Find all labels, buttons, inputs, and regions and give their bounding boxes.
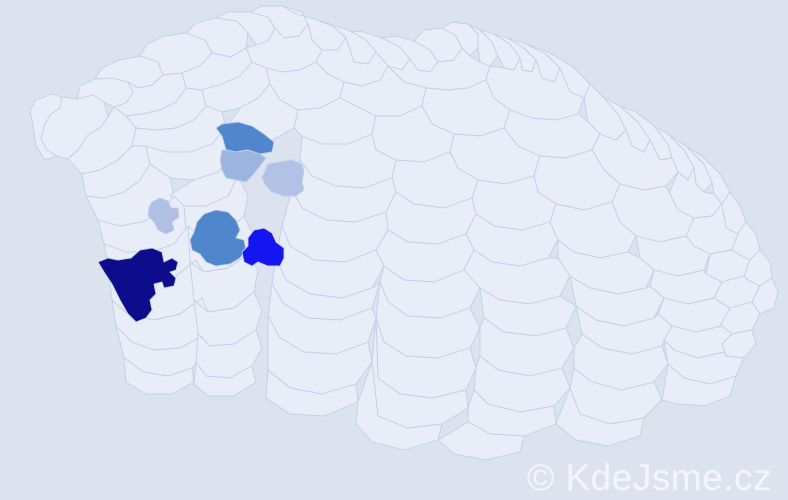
district-kladno-highlight[interactable]	[261, 159, 305, 197]
district-breclav[interactable]	[555, 387, 645, 447]
district-hodonin[interactable]	[661, 363, 737, 407]
district-domazlice-highlight[interactable]	[97, 247, 179, 323]
district-rakovnik-highlight[interactable]	[219, 149, 267, 183]
district-plzen-jih-highlight[interactable]	[147, 197, 180, 235]
highlighted-district-layer	[97, 121, 305, 323]
district-breclav-w[interactable]	[437, 421, 525, 461]
district-jindrichuv-hradec-s[interactable]	[355, 361, 443, 451]
district-plzen-mesto-highlight[interactable]	[241, 227, 285, 267]
base-district-layer	[29, 5, 779, 461]
watermark-kdejsme: © KdeJsme.cz	[526, 457, 772, 498]
district-sumava[interactable]	[193, 361, 257, 397]
